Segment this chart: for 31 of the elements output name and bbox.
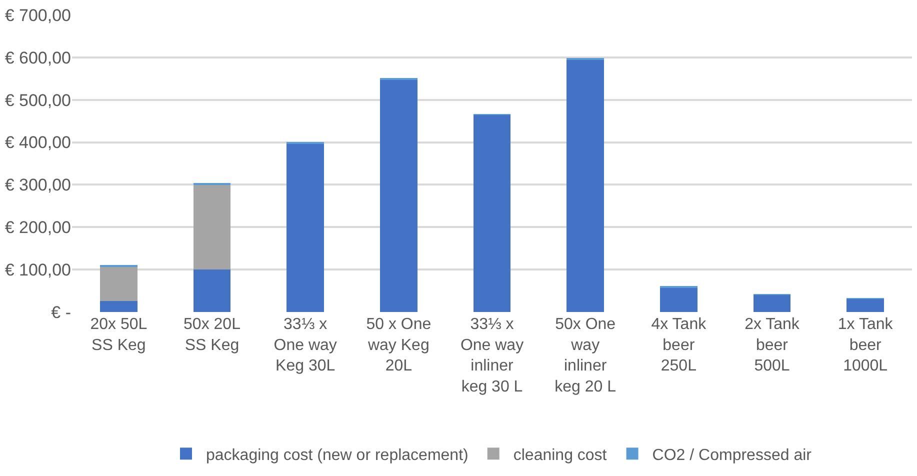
- y-tick-label: € 300,00: [4, 176, 71, 195]
- y-tick-label: € 600,00: [4, 48, 71, 68]
- x-tick-label: 33⅓ x One way Keg 30L: [274, 316, 337, 375]
- x-tick-label: 1x Tank beer 1000L: [838, 316, 894, 375]
- y-tick-label: € 200,00: [4, 218, 71, 238]
- x-tick-label: 50x One way inliner keg 20 L: [554, 316, 616, 396]
- bar: [753, 294, 791, 312]
- legend-label: packaging cost (new or replacement): [206, 446, 468, 464]
- bar: [380, 80, 418, 312]
- bar: [660, 287, 698, 312]
- bar: [193, 270, 231, 312]
- legend-label: CO2 / Compressed air: [652, 446, 812, 464]
- legend-label: cleaning cost: [513, 446, 608, 464]
- bar: [100, 300, 138, 312]
- y-tick-label: € 700,00: [4, 6, 71, 25]
- x-tick-label: 50x 20L SS Keg: [184, 316, 241, 354]
- bar: [193, 184, 231, 270]
- bar: [566, 59, 604, 312]
- y-tick-label: € -: [51, 302, 71, 322]
- bar: [100, 266, 138, 301]
- y-tick-label: € 500,00: [4, 90, 71, 110]
- y-tick-label: € 100,00: [4, 260, 71, 280]
- x-tick-label: 4x Tank beer 250L: [651, 316, 708, 375]
- bar: [846, 298, 884, 312]
- bar: [286, 143, 324, 312]
- bar: [473, 114, 511, 312]
- x-tick-label: 33⅓ x One way inliner keg 30 L: [460, 316, 524, 396]
- x-tick-label: 50 x One way Keg 20L: [366, 316, 432, 375]
- y-tick-label: € 400,00: [4, 133, 71, 152]
- x-tick-label: 2x Tank beer 500L: [744, 316, 800, 375]
- x-tick-label: 20x 50L SS Keg: [90, 316, 148, 354]
